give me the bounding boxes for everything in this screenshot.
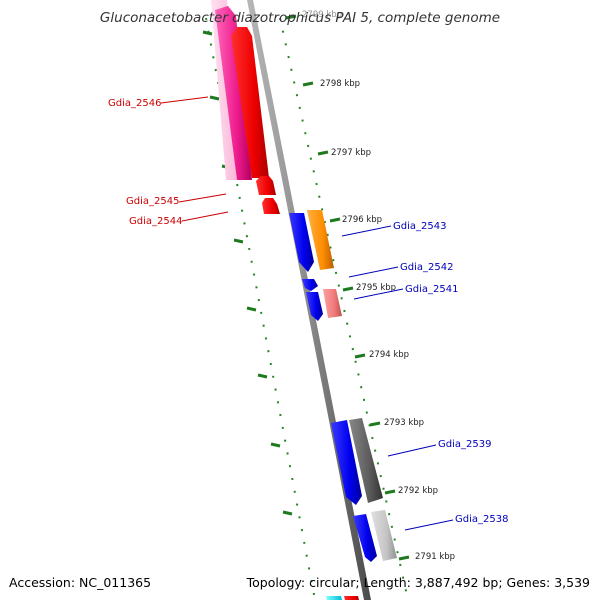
accession-text: Accession: NC_011365 — [9, 575, 151, 590]
forward-features — [211, 0, 280, 214]
gene-feature[interactable] — [215, 6, 252, 180]
gene-label-gdia-2538[interactable]: Gdia_2538 — [455, 514, 508, 525]
reverse-features — [289, 210, 397, 600]
gene-feature[interactable] — [231, 27, 269, 178]
gene-label-gdia-2545[interactable]: Gdia_2545 — [126, 196, 179, 207]
tick-label: 2794 kbp — [369, 350, 409, 360]
reverse-leader-lines — [341, 225, 454, 531]
gene-label-gdia-2541[interactable]: Gdia_2541 — [405, 284, 458, 295]
tick-label: 2795 kbp — [356, 283, 396, 293]
gene-feature[interactable] — [344, 596, 359, 600]
tick-label: 2793 kbp — [384, 418, 424, 428]
gene-feature[interactable] — [371, 510, 397, 561]
tick-label: 2797 kbp — [331, 148, 371, 158]
gene-label-gdia-2539[interactable]: Gdia_2539 — [438, 439, 491, 450]
tick-labels: 2799 kbp 2798 kbp 2797 kbp 2796 kbp 2795… — [302, 10, 455, 562]
gene-feature[interactable] — [256, 176, 276, 195]
forward-leader-lines — [160, 96, 229, 222]
tick-label: 2799 kbp — [302, 10, 342, 20]
gene-feature[interactable] — [349, 418, 383, 503]
gene-feature[interactable] — [289, 213, 314, 272]
forward-gene-labels: Gdia_2546 Gdia_2545 Gdia_2544 — [108, 98, 182, 227]
reverse-gene-labels: Gdia_2543 Gdia_2542 Gdia_2541 Gdia_2539 … — [393, 221, 508, 525]
tick-label: 2791 kbp — [415, 552, 455, 562]
gene-label-gdia-2546[interactable]: Gdia_2546 — [108, 98, 161, 109]
gene-feature[interactable] — [331, 420, 362, 505]
outer-track — [279, 17, 409, 600]
gene-feature[interactable] — [353, 514, 377, 562]
gene-feature[interactable] — [307, 210, 334, 270]
gene-feature[interactable] — [302, 279, 318, 291]
gene-feature[interactable] — [262, 198, 280, 214]
gene-label-gdia-2542[interactable]: Gdia_2542 — [400, 262, 453, 273]
tick-label: 2798 kbp — [320, 79, 360, 89]
gene-feature[interactable] — [306, 292, 323, 321]
gene-feature[interactable] — [326, 596, 342, 600]
gene-label-gdia-2543[interactable]: Gdia_2543 — [393, 221, 446, 232]
map-title: Gluconacetobacter diazotrophicus PAI 5, … — [100, 10, 500, 26]
genome-summary-text: Topology: circular; Length: 3,887,492 bp… — [246, 575, 590, 590]
gene-label-gdia-2544[interactable]: Gdia_2544 — [129, 216, 182, 227]
gene-feature[interactable] — [323, 289, 342, 318]
outer-ticks — [285, 14, 410, 561]
tick-label: 2796 kbp — [342, 215, 382, 225]
tick-label: 2792 kbp — [398, 486, 438, 496]
